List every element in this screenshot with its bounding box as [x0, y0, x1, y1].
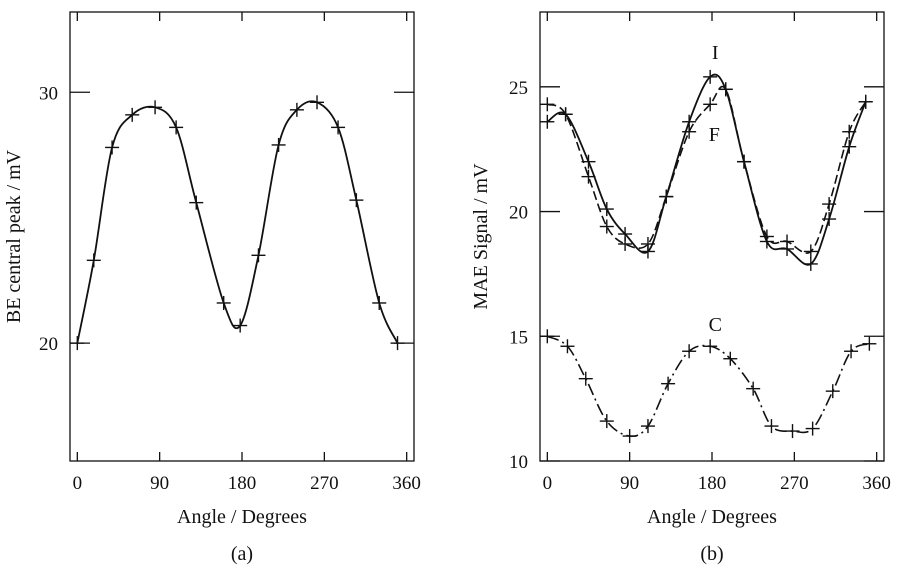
- annotation-i: I: [712, 42, 719, 64]
- y-axis-label: BE central peak / mV: [3, 149, 25, 323]
- data-point: [125, 107, 140, 122]
- data-point: [70, 336, 85, 351]
- x-tick-label: 270: [310, 473, 339, 494]
- panel-a: 0 90 180 270 360 20 30 Angle / Degrees BE centra…: [3, 11, 421, 565]
- data-point: [349, 193, 364, 208]
- data-point: [372, 295, 387, 310]
- data-point: [822, 197, 837, 212]
- plot-frame: [69, 11, 415, 462]
- x-axis-label: Angle / Degrees: [647, 506, 777, 528]
- data-point: [703, 69, 718, 84]
- y-tick-label: 15: [509, 327, 528, 348]
- data-point: [682, 344, 697, 359]
- y-tick-label: 20: [39, 334, 58, 355]
- x-tick-label: 180: [698, 473, 727, 494]
- panel-label: (a): [231, 543, 253, 565]
- data-point: [390, 336, 405, 351]
- x-tick-label: 270: [780, 473, 809, 494]
- x-tick-label: 180: [228, 473, 257, 494]
- data-point: [540, 97, 555, 112]
- data-point: [844, 344, 859, 359]
- panel-b: 0 90 180 270 360 10 15 20 25 Angle / Degrees MAE S…: [470, 11, 891, 565]
- data-point: [622, 429, 637, 444]
- data-point: [331, 120, 346, 135]
- data-point: [661, 376, 676, 391]
- data-point: [746, 381, 761, 396]
- y-tick-label: 20: [509, 203, 528, 224]
- annotation-c: C: [709, 314, 722, 336]
- y-tick-label: 25: [509, 78, 528, 99]
- data-point: [540, 329, 555, 344]
- data-point: [289, 102, 304, 117]
- data-point: [780, 234, 795, 249]
- data-point: [581, 169, 596, 184]
- data-point: [216, 295, 231, 310]
- y-axis-label: MAE Signal / mV: [470, 163, 492, 310]
- data-point: [189, 195, 204, 210]
- data-point: [659, 189, 674, 204]
- data-point: [858, 94, 873, 109]
- data-point: [842, 139, 857, 154]
- x-tick-label: 360: [862, 473, 891, 494]
- data-point: [558, 107, 573, 122]
- data-point: [599, 219, 614, 234]
- data-point: [803, 244, 818, 259]
- data-point: [803, 256, 818, 271]
- data-point: [271, 137, 286, 152]
- data-point: [148, 100, 163, 115]
- data-point: [640, 236, 655, 251]
- data-point: [105, 140, 120, 155]
- data-point: [764, 419, 779, 434]
- data-point: [251, 248, 266, 263]
- data-point: [703, 339, 718, 354]
- data-point: [723, 351, 738, 366]
- data-point: [805, 421, 820, 436]
- data-point: [578, 371, 593, 386]
- x-tick-label: 90: [620, 473, 639, 494]
- data-point: [599, 414, 614, 429]
- data-point: [825, 384, 840, 399]
- data-point: [862, 336, 877, 351]
- data-point: [640, 419, 655, 434]
- data-point: [718, 82, 733, 97]
- data-point: [759, 229, 774, 244]
- y-tick-label: 10: [509, 452, 528, 473]
- data-point: [842, 124, 857, 139]
- y-tick-label: 30: [39, 83, 58, 104]
- series-line-i: [546, 73, 867, 266]
- annotation-f: F: [709, 124, 720, 146]
- data-point: [560, 339, 575, 354]
- data-point: [703, 97, 718, 112]
- panel-label: (b): [700, 543, 723, 565]
- data-point: [86, 253, 101, 268]
- x-axis-label: Angle / Degrees: [177, 506, 307, 528]
- x-tick-label: 0: [73, 473, 83, 494]
- series-line-f: [546, 85, 867, 254]
- data-point: [737, 154, 752, 169]
- x-tick-label: 360: [392, 473, 421, 494]
- x-tick-label: 90: [150, 473, 169, 494]
- data-point: [682, 124, 697, 139]
- data-point: [310, 95, 325, 110]
- data-point: [618, 236, 633, 251]
- data-point: [599, 202, 614, 217]
- series-line-c: [546, 335, 870, 438]
- data-point: [233, 318, 248, 333]
- data-point: [169, 120, 184, 135]
- x-tick-label: 0: [543, 473, 553, 494]
- data-point: [785, 424, 800, 439]
- series-line-main: [76, 100, 399, 344]
- data-point: [540, 114, 555, 129]
